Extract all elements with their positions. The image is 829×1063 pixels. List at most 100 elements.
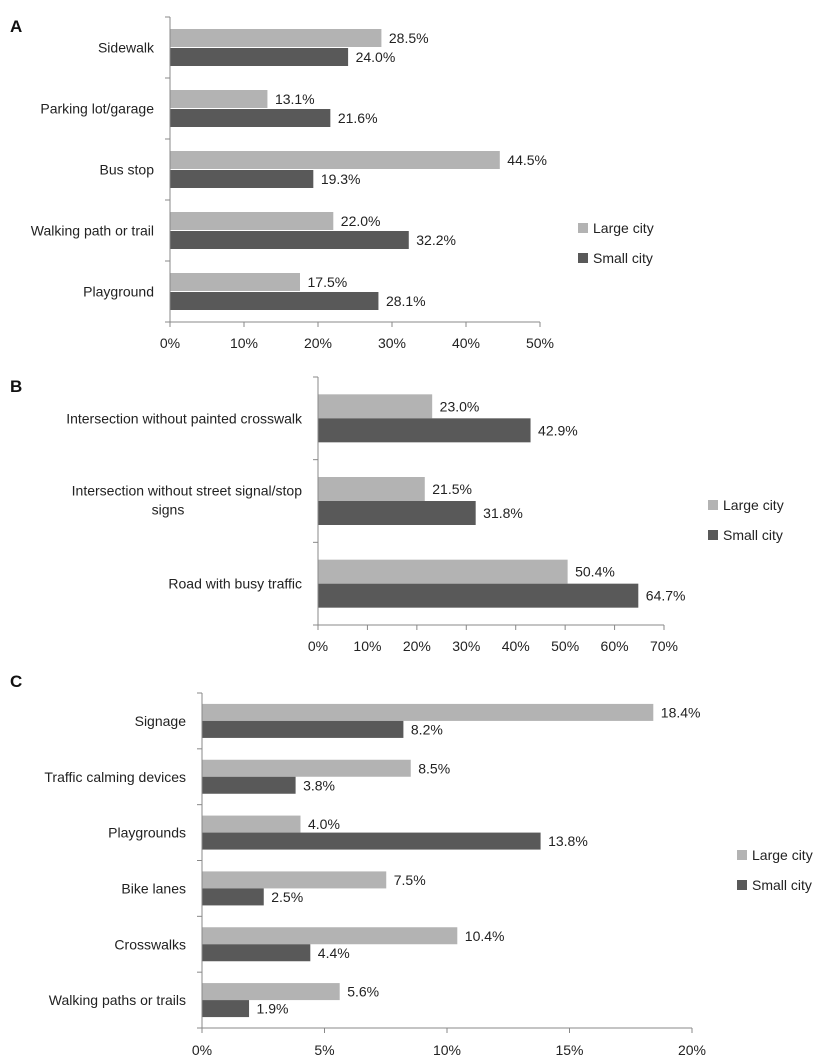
- x-tick-label: 10%: [353, 638, 381, 654]
- x-tick-label: 10%: [433, 1042, 461, 1058]
- data-label: 24.0%: [356, 49, 396, 65]
- data-label: 28.5%: [389, 30, 429, 46]
- x-tick-label: 0%: [308, 638, 328, 654]
- data-label: 7.5%: [394, 872, 426, 888]
- x-tick-label: 20%: [403, 638, 431, 654]
- data-label: 21.5%: [432, 481, 472, 497]
- category-label: Bus stop: [100, 162, 155, 178]
- x-tick-label: 20%: [678, 1042, 706, 1058]
- legend-label: Large city: [593, 220, 654, 236]
- category-label: Traffic calming devices: [44, 769, 186, 785]
- legend-swatch-large-city: [737, 850, 747, 860]
- legend-swatch-large-city: [708, 500, 718, 510]
- data-label: 2.5%: [271, 889, 303, 905]
- x-tick-label: 60%: [601, 638, 629, 654]
- bar-small-city: [202, 832, 541, 850]
- x-tick-label: 0%: [192, 1042, 212, 1058]
- data-label: 17.5%: [308, 274, 348, 290]
- data-label: 22.0%: [341, 213, 381, 229]
- category-label: Intersection without painted crosswalk: [66, 410, 303, 426]
- panel-b-chart: 0% 10% 20% 30% 40% 50% 60% 70% Intersection with…: [66, 376, 784, 654]
- bar-large-city: [202, 759, 411, 777]
- category-label: Signage: [135, 713, 187, 729]
- bar-large-city: [170, 212, 334, 230]
- bar-large-city: [170, 273, 300, 291]
- category-label: Walking path or trail: [31, 223, 154, 239]
- data-label: 50.4%: [575, 564, 615, 580]
- panel-c-chart: 0% 5% 10% 15% 20% Signage 18.4% 8.2% Traffic cal…: [44, 692, 813, 1058]
- bar-small-city: [170, 292, 379, 310]
- data-label: 18.4%: [661, 704, 701, 720]
- data-label: 13.8%: [548, 833, 588, 849]
- category-label-line: signs: [152, 502, 185, 518]
- data-label: 13.1%: [275, 91, 315, 107]
- legend-label: Small city: [723, 527, 783, 543]
- bar-small-city: [202, 888, 264, 906]
- data-label: 44.5%: [507, 152, 547, 168]
- bar-small-city: [202, 1000, 250, 1018]
- bar-large-city: [202, 927, 458, 945]
- legend-label: Small city: [593, 250, 653, 266]
- legend-swatch-small-city: [578, 253, 588, 263]
- category-label: Bike lanes: [121, 880, 186, 896]
- bar-small-city: [170, 48, 349, 66]
- bar-large-city: [202, 871, 387, 889]
- x-tick-label: 20%: [304, 335, 332, 351]
- bar-small-city: [202, 776, 296, 794]
- panel-letter-b: B: [10, 377, 22, 396]
- legend-swatch-large-city: [578, 223, 588, 233]
- bar-large-city: [318, 394, 433, 419]
- data-label: 4.0%: [308, 816, 340, 832]
- category-label: Playgrounds: [108, 825, 186, 841]
- x-tick-label: 50%: [526, 335, 554, 351]
- data-label: 28.1%: [386, 293, 426, 309]
- x-tick-label: 40%: [502, 638, 530, 654]
- legend-swatch-small-city: [737, 880, 747, 890]
- panel-letter-c: C: [10, 672, 22, 691]
- data-label: 8.2%: [411, 721, 443, 737]
- x-tick-label: 10%: [230, 335, 258, 351]
- x-tick-label: 30%: [378, 335, 406, 351]
- bar-large-city: [202, 983, 340, 1001]
- bar-large-city: [202, 703, 654, 721]
- data-label: 31.8%: [483, 505, 523, 521]
- data-label: 4.4%: [318, 945, 350, 961]
- bar-large-city: [318, 559, 568, 584]
- data-label: 3.8%: [303, 777, 335, 793]
- x-tick-label: 5%: [314, 1042, 334, 1058]
- legend-swatch-small-city: [708, 530, 718, 540]
- data-label: 23.0%: [440, 398, 480, 414]
- data-label: 1.9%: [257, 1001, 289, 1017]
- category-label: Parking lot/garage: [40, 101, 154, 117]
- legend-label: Large city: [752, 847, 813, 863]
- category-label-line: Intersection without street signal/stop: [72, 483, 303, 499]
- x-tick-label: 50%: [551, 638, 579, 654]
- data-label: 64.7%: [646, 588, 686, 604]
- x-tick-label: 30%: [452, 638, 480, 654]
- category-label: Crosswalks: [114, 936, 186, 952]
- data-label: 21.6%: [338, 110, 378, 126]
- x-tick-label: 40%: [452, 335, 480, 351]
- bar-small-city: [318, 418, 531, 443]
- panel-a-chart: 0% 10% 20% 30% 40% 50% Sidewalk 28.5% 24.0% Parki…: [31, 16, 654, 351]
- category-label: Sidewalk: [98, 40, 155, 56]
- bar-small-city: [202, 944, 311, 962]
- bar-large-city: [202, 815, 301, 833]
- x-tick-label: 70%: [650, 638, 678, 654]
- bar-large-city: [170, 151, 500, 169]
- data-label: 19.3%: [321, 171, 361, 187]
- panel-letter-a: A: [10, 17, 22, 36]
- category-label: Walking paths or trails: [49, 992, 186, 1008]
- x-tick-label: 0%: [160, 335, 180, 351]
- bar-small-city: [170, 109, 331, 127]
- data-label: 32.2%: [416, 232, 456, 248]
- category-label: Intersection without street signal/stop s…: [72, 483, 303, 518]
- category-label: Road with busy traffic: [168, 576, 302, 592]
- data-label: 10.4%: [465, 928, 505, 944]
- bar-small-city: [318, 501, 476, 525]
- bar-small-city: [202, 720, 404, 738]
- data-label: 42.9%: [538, 422, 578, 438]
- bar-small-city: [170, 170, 314, 188]
- legend-label: Large city: [723, 497, 784, 513]
